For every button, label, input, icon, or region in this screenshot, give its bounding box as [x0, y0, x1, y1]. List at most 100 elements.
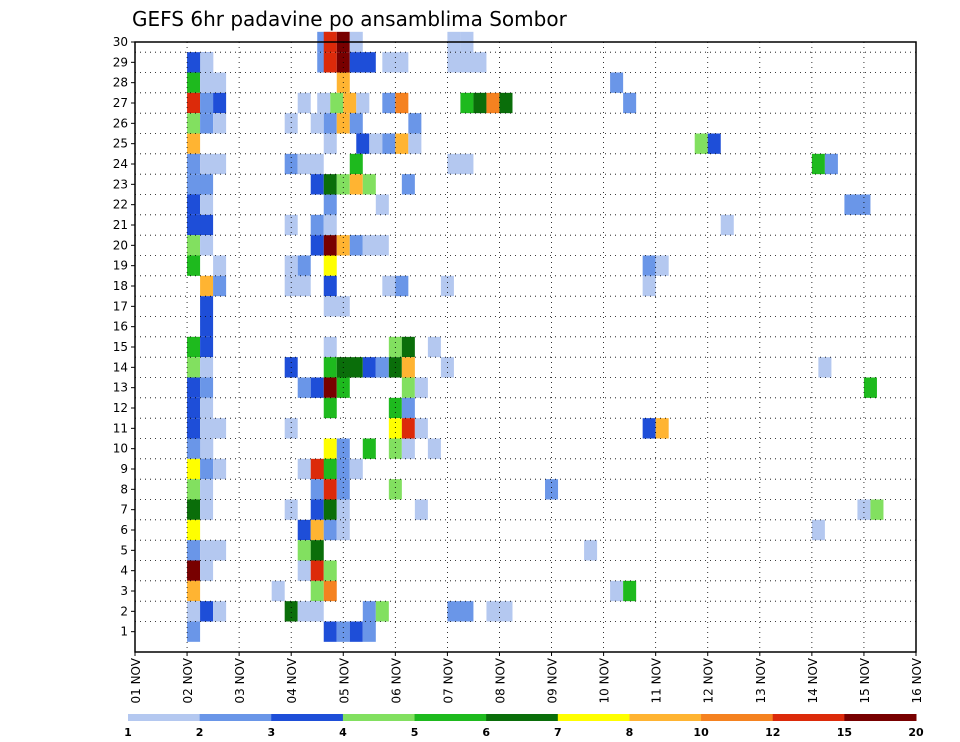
heatmap-cell — [349, 52, 376, 73]
heatmap-cell — [310, 235, 324, 256]
heatmap-cell — [349, 153, 363, 175]
heatmap-cell — [284, 214, 298, 236]
heatmap-cell — [323, 519, 337, 541]
heatmap-cell — [694, 133, 708, 154]
heatmap-cell — [623, 92, 637, 114]
colorbar-label: 8 — [626, 726, 634, 739]
heatmap-cell — [336, 621, 350, 642]
heatmap-cell — [460, 92, 474, 114]
heatmap-cell — [200, 601, 214, 622]
heatmap-cell — [310, 540, 324, 561]
heatmap-cell — [414, 377, 428, 398]
heatmap-cell — [310, 580, 324, 602]
heatmap-cell — [213, 255, 227, 276]
heatmap-cell — [187, 580, 201, 602]
heatmap-cell — [310, 377, 324, 398]
colorbar-label: 10 — [693, 726, 709, 739]
heatmap-cell — [486, 92, 500, 114]
heatmap-cell — [369, 133, 383, 154]
heatmap-cell — [187, 235, 201, 256]
heatmap-cell — [336, 174, 350, 195]
heatmap-cell — [213, 458, 227, 480]
heatmap-cell — [323, 296, 350, 317]
heatmap-cell — [336, 458, 350, 480]
y-tick-label: 16 — [113, 320, 128, 334]
heatmap-cell — [642, 275, 656, 297]
heatmap-cell — [336, 438, 350, 459]
y-tick-label: 25 — [113, 137, 128, 151]
heatmap-cell — [200, 357, 214, 378]
x-axis: 01 NOV 02 NOV 03 NOV 04 NOV 05 NOV 06 NOV 07 N… — [129, 652, 924, 704]
heatmap-cell — [401, 174, 415, 195]
x-tick-label: 12 NOV — [702, 657, 716, 703]
y-tick-label: 12 — [113, 401, 128, 415]
heatmap-cell — [284, 601, 298, 622]
heatmap-cell — [317, 92, 331, 114]
heatmap-cell — [187, 214, 214, 236]
y-tick-label: 4 — [120, 564, 128, 578]
heatmap-cell — [297, 255, 311, 276]
colorbar-label: 5 — [411, 726, 419, 739]
y-tick-label: 6 — [120, 523, 128, 537]
heatmap-cell — [623, 580, 637, 602]
heatmap-cell — [323, 214, 337, 236]
heatmap-cell — [187, 133, 201, 154]
heatmap-cell — [297, 519, 311, 541]
colorbar-segment — [629, 714, 702, 721]
heatmap-cell — [824, 153, 838, 175]
y-tick-label: 30 — [113, 35, 128, 49]
heatmap-cell — [310, 499, 324, 520]
heatmap-cell — [187, 601, 201, 622]
x-tick-label: 16 NOV — [910, 657, 924, 703]
heatmap-cell — [213, 601, 227, 622]
y-axis: 1234567891011121314151617181920212223242… — [113, 35, 135, 639]
heatmap-cell — [200, 296, 214, 317]
heatmap-cell — [213, 275, 227, 297]
heatmap-cell — [447, 52, 487, 73]
heatmap-cell — [284, 499, 298, 520]
heatmap-cell — [414, 499, 428, 520]
heatmap-cell — [200, 72, 227, 93]
heatmap-cell — [401, 357, 415, 378]
heatmap-cell — [447, 153, 474, 175]
heatmap-cell — [375, 357, 389, 378]
heatmap-cell — [388, 336, 402, 358]
y-tick-label: 20 — [113, 238, 128, 252]
colorbar-segment — [414, 714, 487, 721]
heatmap-cell — [336, 113, 350, 134]
heatmap-cell — [349, 235, 363, 256]
heatmap-cell — [323, 479, 337, 500]
heatmap-cell — [382, 133, 396, 154]
heatmap-cell — [336, 235, 350, 256]
heatmap-cell — [870, 499, 884, 520]
heatmap-cell — [284, 153, 298, 175]
heatmap-cell — [655, 418, 669, 439]
heatmap-cell — [811, 519, 825, 541]
x-tick-label: 08 NOV — [493, 657, 507, 703]
heatmap-cell — [187, 336, 201, 358]
heatmap-cell — [187, 72, 201, 93]
heatmap-cell — [310, 113, 324, 134]
y-tick-label: 23 — [113, 177, 128, 191]
y-tick-label: 21 — [113, 218, 128, 232]
heatmap-cell — [200, 316, 214, 337]
heatmap-cell — [284, 255, 298, 276]
y-tick-label: 8 — [120, 482, 128, 496]
heatmap-cell — [375, 601, 389, 622]
colorbar-segment — [486, 714, 559, 721]
colorbar-label: 3 — [267, 726, 275, 739]
heatmap-cell — [200, 377, 214, 398]
heatmap-cell — [271, 580, 285, 602]
colorbar-label: 20 — [908, 726, 924, 739]
colorbar: 1 2 3 4 5 6 7 8 10 12 15 20 — [124, 714, 924, 739]
heatmap-cell — [323, 377, 337, 398]
colorbar-segment — [557, 714, 630, 721]
heatmap-cell — [187, 357, 201, 378]
y-tick-label: 17 — [113, 299, 128, 313]
heatmap-cell — [427, 438, 441, 459]
y-tick-label: 15 — [113, 340, 128, 354]
heatmap-cell — [323, 235, 337, 256]
heatmap-cell — [362, 357, 376, 378]
heatmap-cell — [284, 113, 298, 134]
x-tick-label: 01 NOV — [129, 657, 143, 703]
